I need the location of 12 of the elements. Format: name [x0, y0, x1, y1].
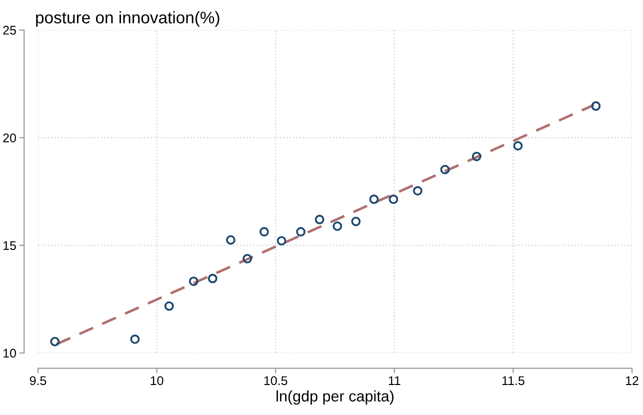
x-axis-title: ln(gdp per capita) [276, 390, 394, 405]
x-tick-label: 9.5 [30, 376, 46, 386]
y-tick-label: 10 [4, 348, 16, 358]
x-tick-label: 12 [626, 376, 638, 385]
y-tick-label: 25 [3, 26, 16, 35]
x-tick-label: 10.5 [264, 376, 288, 386]
x-tick-label: 11 [388, 376, 400, 385]
y-axis-title: posture on innovation(%) [36, 11, 220, 27]
y-tick-label: 20 [3, 133, 16, 142]
y-tick-label: 15 [4, 241, 16, 250]
x-tick-label: 10 [150, 376, 164, 386]
x-tick-label: 11.5 [502, 376, 524, 386]
